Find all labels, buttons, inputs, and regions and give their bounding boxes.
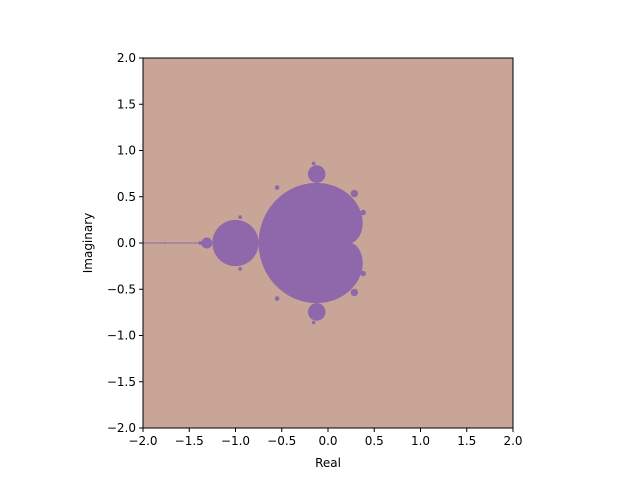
plot-area [142, 57, 514, 429]
y-tick-label: 0.5 [117, 190, 136, 204]
x-tick-label: −1.0 [221, 434, 250, 448]
x-tick-label: −0.5 [267, 434, 296, 448]
y-tick-label: 2.0 [117, 51, 136, 65]
period-2-bulb [212, 219, 259, 267]
x-tick-label: 0.0 [318, 434, 337, 448]
x-tick-label: −1.5 [175, 434, 204, 448]
period-3-bulb-bottom [307, 303, 326, 321]
small-bulb-left-lower [274, 296, 280, 301]
x-tick-label: 1.0 [411, 434, 430, 448]
small-bulb-2-bottom [238, 267, 242, 271]
antenna-top [311, 161, 316, 166]
small-bulb-left-upper [274, 185, 280, 190]
x-tick-label: 2.0 [503, 434, 522, 448]
period-3-bulb-top [307, 165, 326, 183]
y-tick-label: −1.0 [107, 329, 136, 343]
main-cardioid [258, 182, 363, 304]
small-bulb-2-top [238, 215, 242, 219]
small-bulb-bottom-right [350, 288, 359, 297]
period-8-bulb [198, 241, 203, 245]
y-tick-label: −0.5 [107, 282, 136, 296]
small-bulb-right-lower [360, 270, 366, 277]
x-tick-label: −2.0 [128, 434, 157, 448]
small-bulb-top-right [350, 189, 359, 198]
x-tick-label: 0.5 [365, 434, 384, 448]
y-axis-label: Imaginary [81, 213, 95, 274]
x-tick-label: 1.5 [457, 434, 476, 448]
antenna-bottom [311, 320, 316, 325]
y-tick-label: 0.0 [117, 236, 136, 250]
y-tick-label: −1.5 [107, 375, 136, 389]
period-4-bulb [201, 237, 213, 249]
y-tick-label: 1.0 [117, 144, 136, 158]
small-bulb-right-upper [360, 209, 366, 216]
y-axis-ticks: −2.0 −1.5 −1.0 −0.5 0.0 0.5 1.0 1.5 2.0 [107, 51, 143, 435]
x-axis-label: Real [315, 456, 341, 470]
mandelbrot-set [143, 161, 366, 325]
minibrot-bulb [164, 242, 167, 244]
y-tick-label: 1.5 [117, 97, 136, 111]
y-tick-label: −2.0 [107, 421, 136, 435]
x-axis-ticks: −2.0 −1.5 −1.0 −0.5 0.0 0.5 1.0 1.5 2.0 [128, 428, 523, 448]
